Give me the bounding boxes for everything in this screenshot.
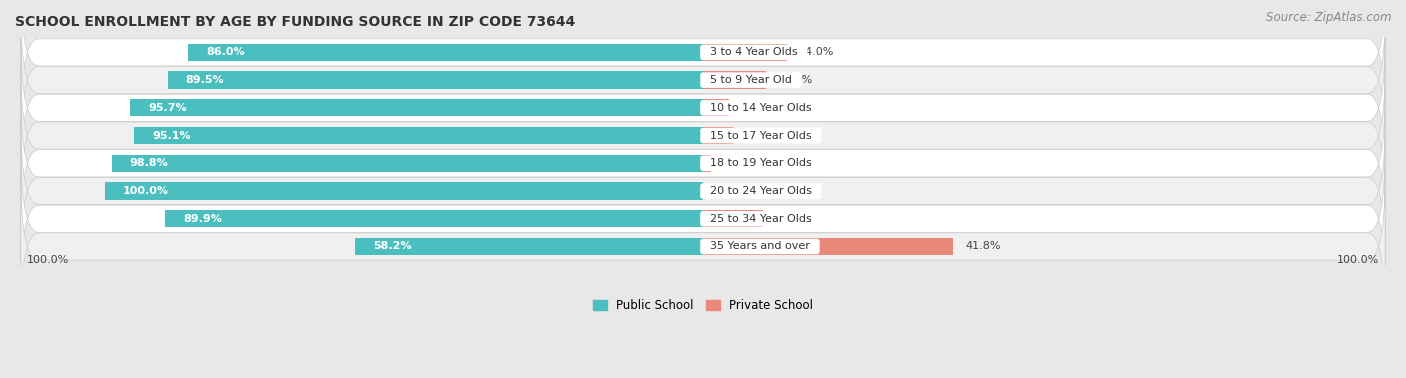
Bar	[703, 44, 787, 61]
Bar	[703, 238, 953, 255]
Text: 25 to 34 Year Olds: 25 to 34 Year Olds	[703, 214, 818, 224]
Bar	[131, 99, 703, 116]
Text: 58.2%: 58.2%	[373, 242, 412, 251]
Text: 100.0%: 100.0%	[27, 256, 69, 265]
Text: 10.5%: 10.5%	[778, 75, 813, 85]
Bar	[188, 44, 703, 61]
Text: SCHOOL ENROLLMENT BY AGE BY FUNDING SOURCE IN ZIP CODE 73644: SCHOOL ENROLLMENT BY AGE BY FUNDING SOUR…	[15, 15, 575, 29]
FancyBboxPatch shape	[21, 177, 1385, 316]
Text: 15 to 17 Year Olds: 15 to 17 Year Olds	[703, 130, 818, 141]
Text: 100.0%: 100.0%	[1337, 256, 1379, 265]
Legend: Public School, Private School: Public School, Private School	[588, 295, 818, 317]
Text: 35 Years and over: 35 Years and over	[703, 242, 817, 251]
Text: 95.1%: 95.1%	[152, 130, 191, 141]
Text: 1.3%: 1.3%	[723, 158, 751, 168]
Bar	[354, 238, 703, 255]
Text: 14.0%: 14.0%	[799, 47, 834, 57]
Bar	[703, 71, 766, 89]
Text: 5.0%: 5.0%	[745, 130, 773, 141]
Text: 3 to 4 Year Olds: 3 to 4 Year Olds	[703, 47, 804, 57]
Bar	[167, 71, 703, 89]
Text: 20 to 24 Year Olds: 20 to 24 Year Olds	[703, 186, 818, 196]
Text: 41.8%: 41.8%	[965, 242, 1001, 251]
Text: 5 to 9 Year Old: 5 to 9 Year Old	[703, 75, 799, 85]
Text: 0.0%: 0.0%	[716, 186, 744, 196]
Text: 89.5%: 89.5%	[186, 75, 224, 85]
FancyBboxPatch shape	[21, 66, 1385, 205]
Text: 98.8%: 98.8%	[129, 158, 169, 168]
FancyBboxPatch shape	[21, 94, 1385, 233]
Text: 86.0%: 86.0%	[207, 47, 245, 57]
Text: 18 to 19 Year Olds: 18 to 19 Year Olds	[703, 158, 818, 168]
FancyBboxPatch shape	[21, 38, 1385, 177]
FancyBboxPatch shape	[21, 121, 1385, 260]
Text: 10.1%: 10.1%	[775, 214, 811, 224]
FancyBboxPatch shape	[21, 0, 1385, 122]
Text: 95.7%: 95.7%	[149, 103, 187, 113]
Bar	[134, 127, 703, 144]
Bar	[703, 99, 728, 116]
Text: 89.9%: 89.9%	[183, 214, 222, 224]
Text: Source: ZipAtlas.com: Source: ZipAtlas.com	[1267, 11, 1392, 24]
Bar	[703, 210, 763, 227]
Bar	[104, 183, 703, 200]
Bar	[165, 210, 703, 227]
Text: 10 to 14 Year Olds: 10 to 14 Year Olds	[703, 103, 818, 113]
Text: 4.3%: 4.3%	[741, 103, 769, 113]
Text: 100.0%: 100.0%	[122, 186, 169, 196]
FancyBboxPatch shape	[21, 11, 1385, 150]
Bar	[703, 155, 711, 172]
Bar	[112, 155, 703, 172]
Bar	[703, 127, 733, 144]
FancyBboxPatch shape	[21, 149, 1385, 288]
